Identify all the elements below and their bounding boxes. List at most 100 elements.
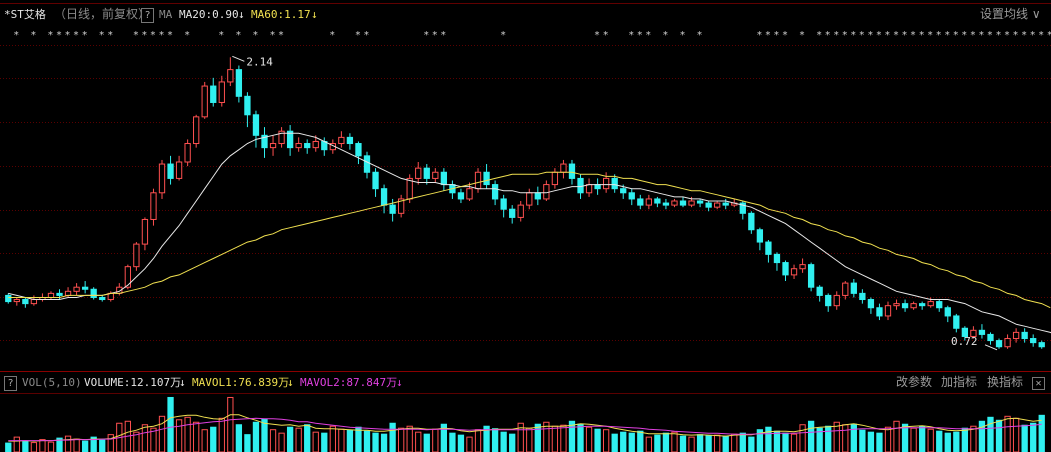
ma60-down-arrow-icon: ↓ <box>311 8 318 21</box>
event-marker: * <box>927 30 933 41</box>
event-marker: * <box>56 30 62 41</box>
volume-bar <box>859 429 866 452</box>
ma20-line <box>8 132 1051 334</box>
volume-bar <box>807 420 815 452</box>
candle-body <box>380 188 388 206</box>
volume-bar <box>705 435 712 452</box>
volume-bar <box>474 429 482 452</box>
candle-body <box>201 85 208 118</box>
volume-bar <box>671 431 678 452</box>
candle-body <box>30 299 38 305</box>
volume-bar <box>449 432 456 452</box>
event-marker: * <box>782 30 788 41</box>
volume-bar <box>415 431 422 452</box>
volume-bar <box>321 432 328 452</box>
event-marker: * <box>697 30 703 41</box>
volume-bar <box>184 416 191 452</box>
event-marker: * <box>440 30 446 41</box>
volume-bar <box>380 433 388 452</box>
event-marker: * <box>82 30 88 41</box>
candle-body <box>816 286 823 296</box>
candle-body <box>500 198 507 210</box>
volume-bar <box>816 427 823 452</box>
stock-name[interactable]: *ST艾格 <box>4 8 46 21</box>
event-marker: * <box>902 30 908 41</box>
volume-bar <box>526 427 533 452</box>
price-labels: 2.14 0.72 <box>232 55 998 351</box>
switch-indicator-button[interactable]: 换指标 <box>987 375 1024 389</box>
event-marker: * <box>594 30 600 41</box>
candle-body <box>901 303 909 309</box>
vol-label[interactable]: VOL(5,10) <box>22 376 82 389</box>
volume-bar <box>927 428 934 452</box>
ma-label[interactable]: MA <box>159 8 173 21</box>
volume-bar <box>372 432 379 452</box>
event-marker: * <box>859 30 865 41</box>
add-indicator-button[interactable]: 加指标 <box>941 375 978 389</box>
volume-bar <box>901 423 909 452</box>
event-marker: * <box>884 30 890 41</box>
candle-body <box>99 296 106 301</box>
mavol2-line <box>8 417 1042 442</box>
volume-bar <box>893 420 900 452</box>
event-marker: * <box>1021 30 1027 41</box>
candle-body <box>5 294 12 303</box>
volume-bar <box>1030 422 1037 452</box>
candle-body <box>1030 338 1037 344</box>
volume-bar <box>662 432 670 452</box>
candle-body <box>457 192 465 200</box>
candle-body <box>269 143 277 149</box>
volume-bar <box>22 440 29 452</box>
candle-body <box>167 163 174 179</box>
volume-bar <box>141 424 149 452</box>
candle-body <box>406 177 413 200</box>
volume-bar <box>936 430 943 452</box>
event-marker: * <box>65 30 71 41</box>
ma60-line <box>8 171 1051 309</box>
candle-body <box>1038 342 1045 348</box>
candle-body <box>910 303 917 309</box>
candle-body <box>534 192 541 200</box>
volume-bar <box>346 429 354 452</box>
candle-body <box>936 301 943 309</box>
candles <box>5 57 1045 349</box>
event-marker: * <box>876 30 882 41</box>
event-marker: * <box>987 30 993 41</box>
volume-bar <box>739 432 746 452</box>
candle-body <box>1004 338 1011 348</box>
vol-help-icon[interactable]: ? <box>4 376 17 391</box>
event-marker: * <box>1047 30 1051 41</box>
event-marker: * <box>867 30 873 41</box>
event-marker: * <box>355 30 361 41</box>
event-marker: * <box>628 30 634 41</box>
candle-body <box>252 114 260 136</box>
event-marker: * <box>773 30 779 41</box>
change-params-button[interactable]: 改参数 <box>896 375 933 389</box>
volume-bar <box>227 396 234 452</box>
ma-lines <box>8 132 1051 334</box>
candle-body <box>218 81 225 103</box>
close-icon[interactable]: ✕ <box>1032 377 1045 390</box>
mavol2-down-arrow-icon: ↓ <box>396 376 403 389</box>
volume-bar <box>30 442 38 452</box>
ma-settings-button[interactable]: 设置均线 ∨ <box>980 7 1041 21</box>
volume-bar <box>919 425 926 452</box>
mavol1-line <box>8 414 1042 442</box>
candle-body <box>175 161 183 179</box>
price-grid <box>0 3 1051 394</box>
period-label[interactable]: （日线，前复权） <box>54 7 151 21</box>
candle-body <box>688 200 695 206</box>
volume-bar <box>602 429 610 452</box>
candle-body <box>620 188 627 194</box>
volume-bar <box>696 434 704 452</box>
candle-body <box>372 171 379 190</box>
help-icon[interactable]: ? <box>141 8 154 23</box>
volume-bar <box>577 423 584 452</box>
volume-bar <box>1004 415 1011 452</box>
volume-bar <box>654 434 661 452</box>
candle-body <box>133 243 140 268</box>
candle-body <box>654 198 661 204</box>
volume-bar <box>765 426 772 452</box>
candle-body <box>184 143 191 163</box>
event-marker: * <box>816 30 822 41</box>
